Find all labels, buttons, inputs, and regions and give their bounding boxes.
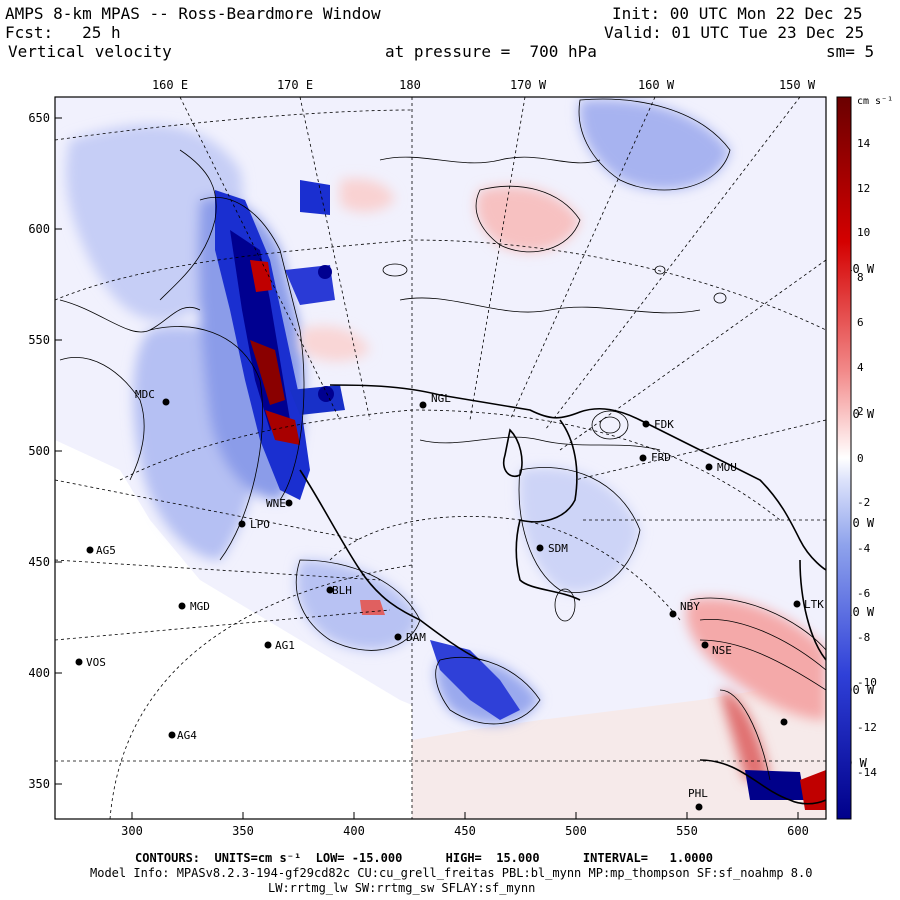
colorbar-units: cm s⁻¹ (857, 96, 893, 107)
colorbar: cm s⁻¹ 14 12 10 8 6 4 2 0 -2 -4 -6 -8 -1… (836, 96, 893, 820)
x-tick-350: 350 (232, 824, 254, 838)
station-label-mgd: MGD (190, 600, 210, 613)
cb-label-0: 0 (857, 452, 864, 465)
lon-label-150w: 150 W (779, 78, 816, 92)
cb-label-m8: -8 (857, 631, 870, 644)
valid-time: Valid: 01 UTC Tue 23 Dec 25 (604, 23, 865, 42)
x-tick-500: 500 (565, 824, 587, 838)
station-markers (75, 398, 801, 811)
station-label-frd: FRD (651, 451, 671, 464)
cb-label-m12: -12 (857, 721, 877, 734)
cb-label-m10: -10 (857, 676, 877, 689)
init-time: Init: 00 UTC Mon 22 Dec 25 (612, 4, 863, 23)
forecast-hour: Fcst: 25 h (5, 23, 121, 42)
station-label-ag1: AG1 (275, 639, 295, 652)
model-info-physics: LW:rrtmg_lw SW:rrtmg_sw SFLAY:sf_mynn (268, 881, 536, 895)
cb-label-4: 4 (857, 361, 864, 374)
cb-label-8: 8 (857, 271, 864, 284)
chart-title: AMPS 8-km MPAS -- Ross-Beardmore Window (5, 4, 381, 23)
x-tick-450: 450 (454, 824, 476, 838)
cb-label-10: 10 (857, 226, 870, 239)
y-tick-550: 550 (28, 333, 50, 347)
coastline (329, 384, 826, 571)
cb-label-m6: -6 (857, 587, 870, 600)
y-tick-450: 450 (28, 555, 50, 569)
field-name: Vertical velocity (8, 42, 172, 61)
lon-label-170w: 170 W (510, 78, 547, 92)
cb-label-m14: -14 (857, 766, 877, 779)
cb-label-14: 14 (857, 137, 871, 150)
lon-label-180: 180 (399, 78, 421, 92)
y-tick-600: 600 (28, 222, 50, 236)
vertical-velocity-field (55, 97, 826, 819)
station-label-nby: NBY (680, 600, 700, 613)
y-tick-500: 500 (28, 444, 50, 458)
station-label-sdm: SDM (548, 542, 568, 555)
lon-label-170e: 170 E (277, 78, 313, 92)
station-label-dam: DAM (406, 631, 426, 644)
y-tick-400: 400 (28, 666, 50, 680)
station-label-phl: PHL (688, 787, 708, 800)
station-label-vos: VOS (86, 656, 106, 669)
station-label-lpo: LPO (250, 518, 270, 531)
lon-label-160e: 160 E (152, 78, 188, 92)
cb-label-m4: -4 (857, 542, 871, 555)
plot-frame (54, 96, 827, 820)
x-tick-400: 400 (343, 824, 365, 838)
pressure-level: at pressure = 700 hPa (385, 42, 597, 61)
model-info: Model Info: MPASv8.2.3-194-gf29cd82c CU:… (90, 866, 813, 880)
cb-label-m2: -2 (857, 496, 870, 509)
y-tick-650: 650 (28, 111, 50, 125)
station-label-ngl: NGL (431, 392, 451, 405)
x-tick-300: 300 (121, 824, 143, 838)
station-label-nse: NSE (712, 644, 732, 657)
y-tick-350: 350 (28, 777, 50, 791)
x-tick-550: 550 (676, 824, 698, 838)
no-data-region (55, 440, 412, 819)
station-label-fdk: FDK (654, 418, 674, 431)
station-label-blh: BLH (332, 584, 352, 597)
station-label-ag5: AG5 (96, 544, 116, 557)
station-label-mou: MOU (717, 461, 737, 474)
cb-label-6: 6 (857, 316, 864, 329)
cb-label-2: 2 (857, 405, 864, 418)
station-label-mdc: MDC (135, 388, 155, 401)
smoothing: sm= 5 (826, 42, 875, 61)
station-label-ag4: AG4 (177, 729, 197, 742)
cb-label-12: 12 (857, 182, 870, 195)
station-label-wne: WNE (266, 497, 286, 510)
contour-info: CONTOURS: UNITS=cm s⁻¹ LOW= -15.000 HIGH… (135, 851, 713, 865)
lon-label-160w: 160 W (638, 78, 675, 92)
station-label-ltk: LTK (804, 598, 824, 611)
x-tick-600: 600 (787, 824, 809, 838)
